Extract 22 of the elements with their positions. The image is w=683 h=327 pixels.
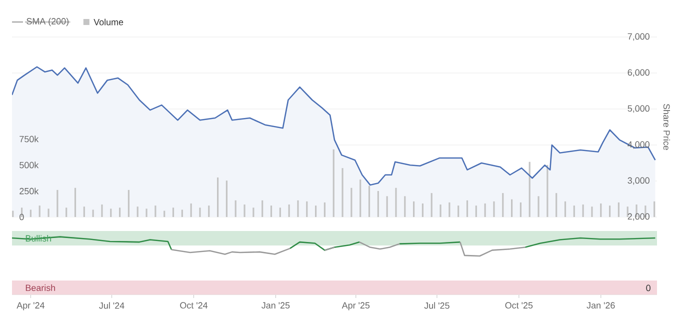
x-tick-label: Jan '26: [586, 302, 615, 309]
x-tick-label: Jul '25: [424, 302, 450, 309]
y2-tick-label: 6,000: [628, 69, 650, 77]
y2-tick-label: 7,000: [628, 33, 650, 41]
x-tick-label: Oct '25: [505, 302, 533, 309]
x-tick-label: Jan '25: [262, 302, 290, 309]
y-tick-label: 750k: [20, 136, 39, 142]
band-label: Bearish: [26, 284, 56, 292]
legend-label: Volume: [94, 18, 124, 26]
annotation: 0: [646, 284, 650, 292]
x-tick-label: Jul '24: [99, 302, 124, 309]
x-tick-label: Apr '24: [16, 302, 44, 310]
y2-tick-label: 3,000: [628, 177, 650, 185]
y-tick-label: 500k: [20, 162, 39, 168]
y2-tick-label: 5,000: [628, 105, 650, 113]
x-tick-label: Oct '24: [180, 302, 208, 309]
y-tick-label: 0: [20, 214, 24, 220]
x-tick-label: Apr '25: [342, 302, 370, 310]
y2-axis-title: Share Price: [663, 104, 670, 150]
legend-label: SMA (200): [26, 18, 68, 26]
y2-tick-label: 2,000: [628, 213, 650, 221]
y-tick-label: 250k: [20, 188, 39, 194]
